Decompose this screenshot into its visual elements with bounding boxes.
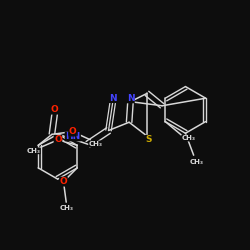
Text: CH₃: CH₃ — [89, 141, 103, 147]
Text: N: N — [109, 94, 116, 102]
Text: S: S — [145, 135, 152, 144]
Text: CH₃: CH₃ — [59, 205, 73, 211]
Text: O: O — [54, 135, 62, 144]
Text: HN: HN — [65, 132, 80, 141]
Text: CH₃: CH₃ — [190, 159, 203, 165]
Text: O: O — [60, 177, 67, 186]
Text: CH₃: CH₃ — [182, 135, 196, 141]
Text: O: O — [69, 127, 76, 136]
Text: CH₃: CH₃ — [26, 148, 40, 154]
Text: O: O — [51, 105, 58, 114]
Text: N: N — [127, 94, 134, 103]
